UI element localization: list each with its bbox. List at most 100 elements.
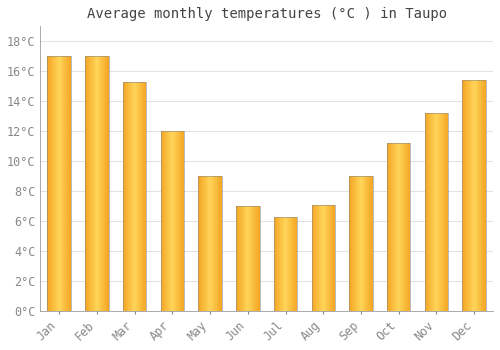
Bar [245, 206, 246, 311]
Bar [92, 56, 93, 311]
Bar [106, 56, 107, 311]
Bar [101, 56, 102, 311]
Bar [315, 205, 316, 311]
Bar [68, 56, 69, 311]
Bar [236, 206, 238, 311]
Bar [174, 131, 176, 311]
Bar [210, 176, 212, 311]
Bar [465, 80, 466, 311]
Bar [284, 217, 285, 311]
Bar [444, 113, 445, 311]
Bar [478, 80, 479, 311]
Bar [320, 205, 321, 311]
Bar [394, 143, 395, 311]
Bar [123, 82, 146, 311]
Bar [182, 131, 183, 311]
Bar [54, 56, 55, 311]
Bar [87, 56, 88, 311]
Bar [239, 206, 240, 311]
Bar [434, 113, 436, 311]
Bar [360, 176, 361, 311]
Bar [401, 143, 402, 311]
Bar [48, 56, 49, 311]
Bar [358, 176, 359, 311]
Bar [280, 217, 281, 311]
Bar [396, 143, 397, 311]
Bar [220, 176, 221, 311]
Bar [52, 56, 54, 311]
Bar [170, 131, 171, 311]
Bar [370, 176, 371, 311]
Bar [464, 80, 465, 311]
Bar [247, 206, 248, 311]
Bar [171, 131, 172, 311]
Bar [250, 206, 252, 311]
Bar [96, 56, 97, 311]
Bar [65, 56, 66, 311]
Bar [256, 206, 257, 311]
Bar [173, 131, 174, 311]
Bar [312, 205, 314, 311]
Bar [428, 113, 429, 311]
Bar [283, 217, 284, 311]
Bar [253, 206, 254, 311]
Bar [169, 131, 170, 311]
Bar [50, 56, 51, 311]
Bar [397, 143, 398, 311]
Bar [294, 217, 295, 311]
Bar [425, 113, 448, 311]
Bar [217, 176, 218, 311]
Bar [142, 82, 143, 311]
Bar [275, 217, 276, 311]
Bar [244, 206, 245, 311]
Bar [138, 82, 140, 311]
Bar [172, 131, 173, 311]
Bar [255, 206, 256, 311]
Bar [402, 143, 403, 311]
Bar [350, 176, 351, 311]
Bar [135, 82, 136, 311]
Bar [446, 113, 447, 311]
Bar [473, 80, 474, 311]
Bar [429, 113, 430, 311]
Bar [62, 56, 64, 311]
Bar [441, 113, 442, 311]
Bar [123, 82, 124, 311]
Bar [48, 56, 71, 311]
Bar [328, 205, 329, 311]
Bar [369, 176, 370, 311]
Bar [470, 80, 472, 311]
Bar [249, 206, 250, 311]
Bar [248, 206, 249, 311]
Bar [60, 56, 61, 311]
Bar [364, 176, 365, 311]
Bar [407, 143, 408, 311]
Bar [468, 80, 469, 311]
Bar [167, 131, 168, 311]
Bar [126, 82, 127, 311]
Bar [160, 131, 184, 311]
Bar [282, 217, 283, 311]
Bar [176, 131, 177, 311]
Bar [362, 176, 363, 311]
Bar [476, 80, 477, 311]
Bar [98, 56, 99, 311]
Bar [389, 143, 390, 311]
Bar [327, 205, 328, 311]
Bar [322, 205, 324, 311]
Bar [132, 82, 133, 311]
Bar [363, 176, 364, 311]
Bar [314, 205, 315, 311]
Bar [366, 176, 367, 311]
Bar [291, 217, 292, 311]
Bar [406, 143, 407, 311]
Bar [352, 176, 353, 311]
Bar [475, 80, 476, 311]
Bar [484, 80, 486, 311]
Bar [105, 56, 106, 311]
Bar [403, 143, 404, 311]
Bar [351, 176, 352, 311]
Bar [258, 206, 259, 311]
Bar [325, 205, 326, 311]
Bar [481, 80, 482, 311]
